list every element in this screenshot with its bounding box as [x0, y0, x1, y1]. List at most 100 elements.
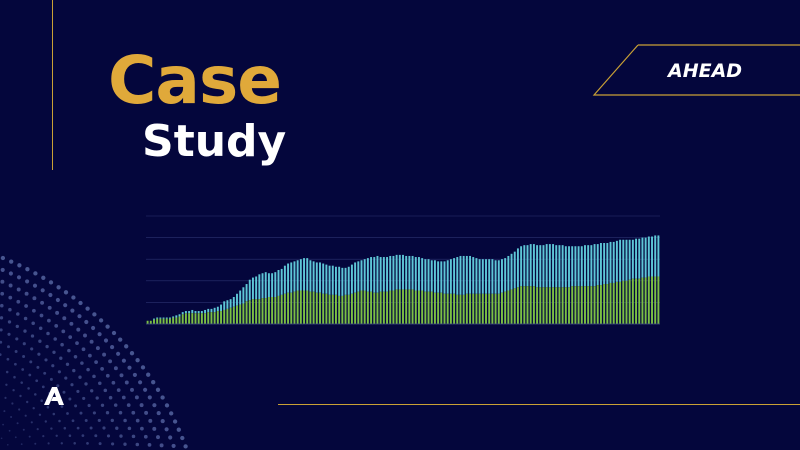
- chart-bar-upper: [197, 311, 200, 314]
- chart-bar-upper: [386, 257, 388, 292]
- chart-bar-lower: [657, 276, 660, 324]
- pattern-dot: [172, 419, 178, 424]
- pattern-dot: [76, 389, 80, 393]
- chart-bar-lower: [226, 308, 229, 324]
- chart-bar-upper: [344, 267, 347, 295]
- chart-bar-lower: [223, 309, 226, 324]
- chart-bar-upper: [264, 272, 267, 299]
- pattern-dot: [36, 428, 39, 431]
- chart-bar-lower: [245, 301, 248, 324]
- chart-bar-upper: [335, 266, 337, 295]
- chart-bar-upper: [411, 255, 414, 290]
- pattern-dot: [90, 389, 94, 393]
- chart-bar-upper: [475, 258, 478, 294]
- pattern-dot: [34, 393, 37, 396]
- chart-bar-lower: [536, 287, 539, 324]
- chart-bar-upper: [654, 235, 657, 277]
- pattern-dot: [84, 319, 89, 325]
- chart-bar-lower: [516, 287, 519, 324]
- pattern-dot: [75, 341, 79, 345]
- gold-horizontal-divider: [278, 404, 800, 405]
- chart-bar-upper: [622, 239, 625, 281]
- chart-bar-upper: [379, 257, 382, 292]
- chart-bar-lower: [485, 293, 487, 324]
- chart-bar-upper: [568, 246, 570, 288]
- chart-bar-lower: [376, 292, 379, 324]
- pattern-dot: [129, 351, 135, 356]
- pattern-dot: [3, 410, 6, 413]
- chart-bar-upper: [350, 264, 353, 294]
- chart-bar-upper: [261, 273, 264, 299]
- chart-bar-lower: [357, 291, 360, 324]
- pattern-dot: [63, 426, 67, 430]
- pattern-dot: [110, 418, 114, 423]
- pattern-dot: [0, 328, 3, 332]
- pattern-dot: [40, 300, 45, 305]
- chart-bar-upper: [501, 259, 503, 293]
- chart-bar-lower: [306, 290, 309, 324]
- pattern-dot: [31, 321, 35, 326]
- pattern-dot: [124, 344, 129, 349]
- pattern-dot: [102, 426, 106, 430]
- chart-bar-lower: [191, 313, 194, 324]
- pattern-dot: [22, 355, 26, 358]
- pattern-dot: [29, 360, 33, 364]
- pattern-dot: [47, 318, 51, 323]
- pattern-dot: [32, 308, 36, 313]
- chart-bar-upper: [628, 239, 631, 280]
- pattern-dot: [52, 412, 56, 416]
- chart-bar-upper: [188, 311, 191, 314]
- chart-bar-upper: [191, 309, 194, 314]
- pattern-dot: [22, 428, 25, 431]
- chart-bar-upper: [418, 257, 420, 291]
- pattern-dot: [37, 352, 41, 356]
- pattern-dot: [36, 365, 40, 369]
- chart-bar-lower: [529, 286, 532, 324]
- pattern-dot: [41, 275, 46, 280]
- chart-bar-upper: [213, 307, 216, 313]
- pattern-dot: [108, 359, 113, 364]
- pattern-dot: [135, 442, 140, 447]
- chart-bar-lower: [564, 287, 567, 324]
- chart-bar-lower: [255, 299, 258, 324]
- chart-bar-upper: [232, 297, 235, 307]
- chart-bar-lower: [319, 292, 321, 324]
- pattern-dot: [9, 259, 14, 264]
- chart-bar-lower: [309, 291, 312, 324]
- title-case: Case: [108, 42, 282, 119]
- pattern-dot: [102, 352, 107, 357]
- pattern-dot: [16, 287, 21, 292]
- pattern-dot: [0, 291, 5, 296]
- chart-bar-lower: [184, 313, 187, 324]
- pattern-dot: [57, 370, 61, 374]
- chart-bar-lower: [331, 294, 334, 324]
- pattern-dot: [106, 434, 111, 438]
- chart-bar-upper: [513, 251, 516, 289]
- chart-bar-lower: [555, 287, 558, 324]
- chart-bar-upper: [459, 255, 462, 295]
- pattern-dot: [81, 434, 85, 437]
- pattern-dot: [67, 348, 71, 353]
- pattern-dot: [140, 426, 144, 431]
- chart-bar-lower: [350, 293, 353, 324]
- chart-bar-upper: [507, 255, 510, 291]
- chart-bar-lower: [475, 293, 478, 324]
- chart-bar-lower: [354, 292, 357, 324]
- chart-bar-lower: [497, 293, 500, 324]
- chart-bar-upper: [408, 255, 411, 290]
- chart-bar-upper: [210, 308, 213, 313]
- chart-bar-lower: [236, 305, 238, 324]
- chart-bar-upper: [296, 260, 299, 291]
- chart-bar-lower: [593, 286, 596, 324]
- pattern-dot: [14, 362, 17, 366]
- usage-bar-chart: [146, 215, 660, 325]
- pattern-dot: [58, 419, 61, 423]
- pattern-dot: [78, 300, 83, 306]
- chart-bar-upper: [555, 245, 558, 288]
- pattern-dot: [28, 435, 31, 438]
- pattern-dot: [86, 442, 89, 445]
- chart-bar-lower: [277, 295, 280, 324]
- chart-bar-upper: [443, 261, 446, 294]
- chart-bar-lower: [443, 293, 446, 324]
- chart-bar-upper: [370, 257, 373, 292]
